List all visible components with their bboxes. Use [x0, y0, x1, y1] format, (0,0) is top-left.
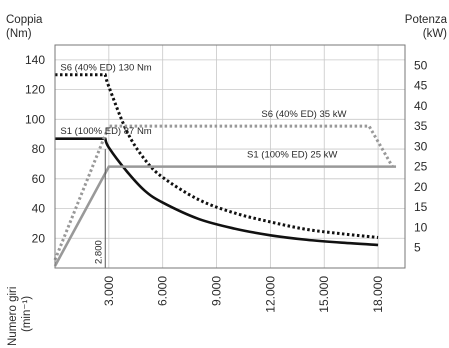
left-tick-label: 100 — [25, 112, 45, 126]
x-ticks: 3.000 6.000 9.000 12.000 15.000 18.000 — [102, 276, 385, 313]
right-tick-label: 5 — [414, 241, 421, 255]
series-s1-100-ed-25-kw — [53, 165, 397, 267]
series-s6-40-ed-35-kw — [53, 124, 394, 261]
right-tick-label: 25 — [414, 160, 428, 174]
right-tick-label: 20 — [414, 180, 428, 194]
right-tick-label: 30 — [414, 139, 428, 153]
left-tick-label: 40 — [32, 202, 46, 216]
corner-speed-label: 2.800 — [93, 240, 104, 264]
left-tick-label: 140 — [25, 53, 45, 67]
x-tick-label: 6.000 — [156, 276, 170, 306]
right-tick-label: 35 — [414, 119, 428, 133]
plot-frame — [54, 44, 406, 269]
annotations: S6 (40% ED) 130 Nm S1 (100% ED) 87 Nm S6 (… — [60, 62, 346, 160]
annotation-label: S6 (40% ED) 130 Nm — [60, 62, 151, 73]
right-tick-label: 50 — [414, 58, 428, 72]
y-left-label-line1: Coppia — [6, 14, 43, 26]
right-ticks: 5 10 15 20 25 30 35 40 45 50 — [414, 58, 428, 254]
annotation-label: S6 (40% ED) 35 kW — [261, 109, 346, 120]
annotation-label: S1 (100% ED) 87 Nm — [60, 126, 151, 137]
y-right-label-line1: Potenza — [405, 14, 448, 26]
left-tick-label: 120 — [25, 83, 45, 97]
right-tick-label: 40 — [414, 99, 428, 113]
left-tick-label: 20 — [32, 231, 46, 245]
series-s1-100-ed-87-nm — [55, 137, 379, 247]
y-left-label-line2: (Nm) — [6, 28, 32, 40]
left-tick-label: 80 — [32, 142, 46, 156]
annotation-label: S1 (100% ED) 25 kW — [247, 150, 337, 161]
left-tick-label: 60 — [32, 172, 46, 186]
x-tick-label: 3.000 — [102, 276, 116, 306]
right-tick-label: 15 — [414, 200, 428, 214]
x-label-line2: (min⁻¹) — [21, 296, 33, 332]
y-right-label-line2: (kW) — [423, 28, 447, 40]
x-tick-label: 12.000 — [263, 276, 277, 313]
series-layer — [53, 73, 397, 268]
right-tick-label: 45 — [414, 79, 428, 93]
x-tick-label: 15.000 — [317, 276, 331, 313]
series-s6-40-ed-130-nm — [55, 73, 379, 240]
left-ticks: 20 40 60 80 100 120 140 — [25, 53, 45, 245]
grid — [55, 45, 405, 268]
x-label-line1: Numero giri — [7, 287, 19, 346]
x-tick-label: 9.000 — [210, 276, 224, 306]
right-tick-label: 10 — [414, 220, 428, 234]
x-tick-label: 18.000 — [371, 276, 385, 313]
